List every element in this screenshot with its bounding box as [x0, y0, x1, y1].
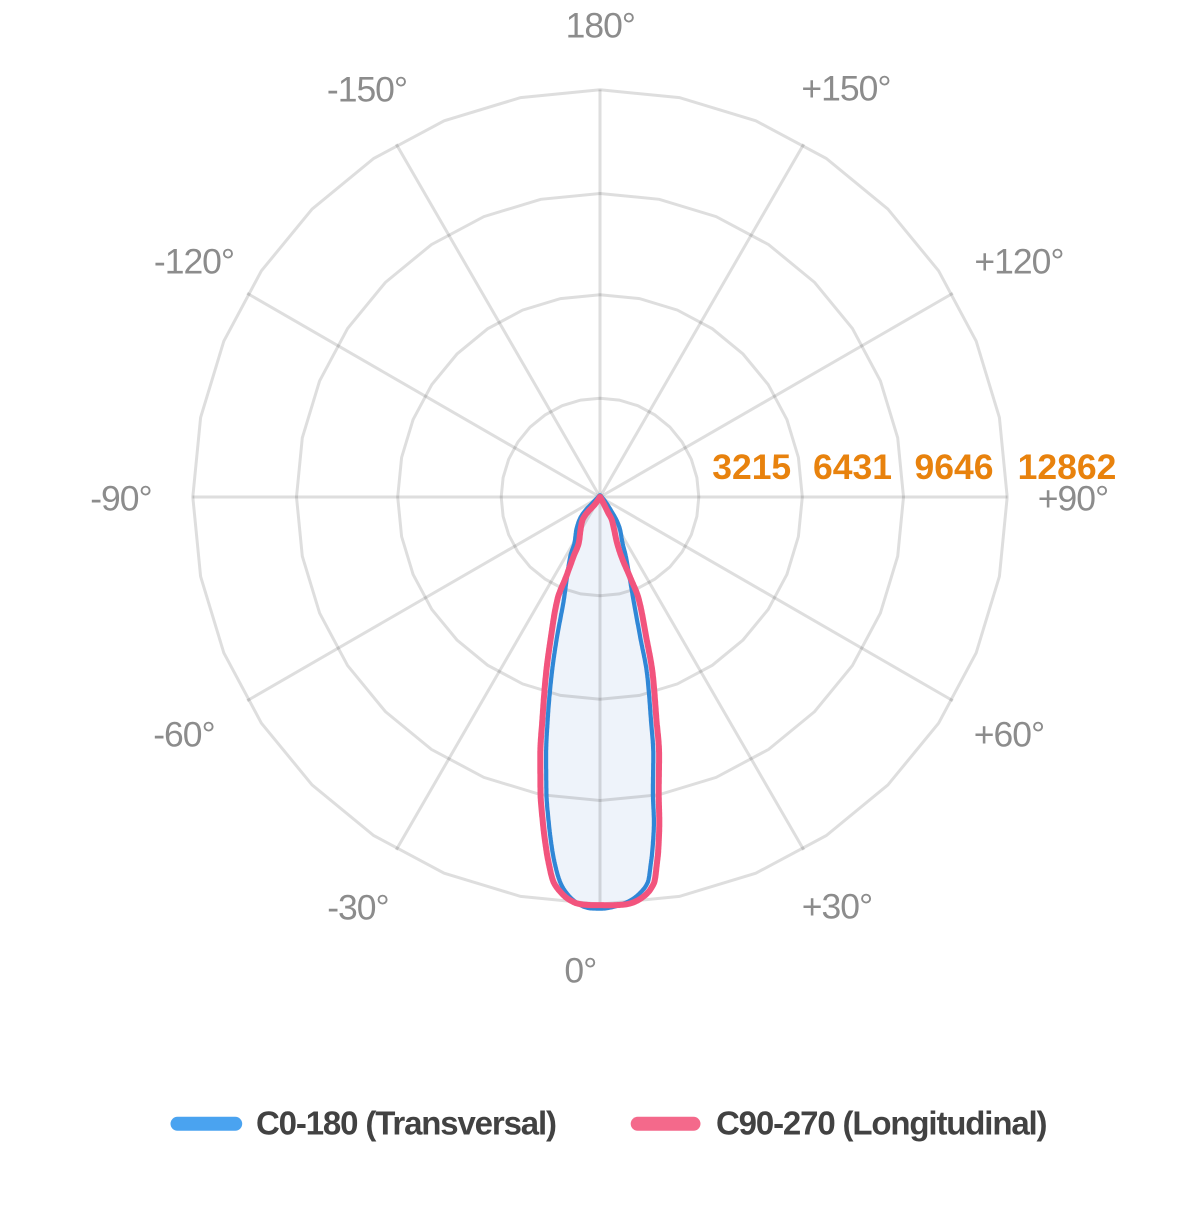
svg-text:+90°: +90° — [1038, 478, 1108, 518]
svg-text:-30°: -30° — [327, 887, 389, 927]
svg-text:-90°: -90° — [90, 478, 152, 518]
svg-text:0°: 0° — [564, 950, 596, 990]
svg-text:+120°: +120° — [974, 241, 1063, 281]
svg-text:-60°: -60° — [153, 714, 215, 754]
svg-text:12862: 12862 — [1018, 447, 1117, 487]
svg-text:-120°: -120° — [154, 241, 234, 281]
svg-text:C0-180 (Transversal): C0-180 (Transversal) — [256, 1105, 556, 1142]
svg-text:9646: 9646 — [915, 447, 994, 487]
svg-text:3215: 3215 — [712, 447, 791, 487]
svg-text:-150°: -150° — [327, 69, 407, 109]
svg-text:180°: 180° — [566, 5, 635, 45]
svg-text:+30°: +30° — [802, 886, 872, 926]
svg-text:C90-270 (Longitudinal): C90-270 (Longitudinal) — [716, 1105, 1047, 1142]
svg-text:6431: 6431 — [813, 447, 892, 487]
svg-text:+60°: +60° — [974, 714, 1044, 754]
svg-text:+150°: +150° — [801, 68, 890, 108]
